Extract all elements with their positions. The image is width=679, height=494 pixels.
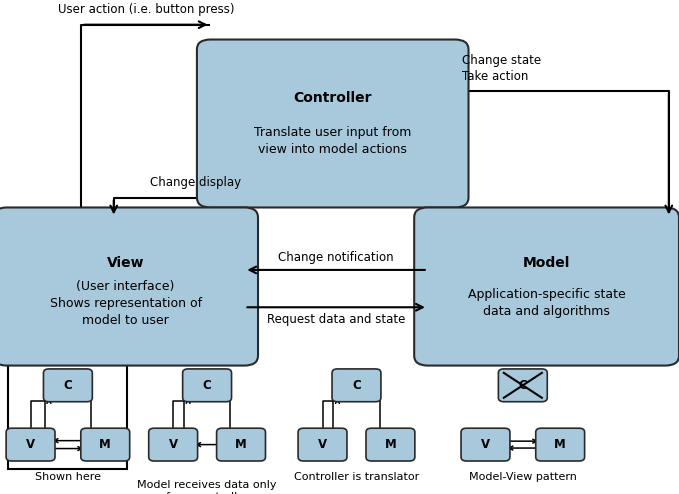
Text: C: C: [352, 379, 361, 392]
Text: Change state
Take action: Change state Take action: [462, 54, 541, 83]
Text: Request data and state: Request data and state: [267, 313, 405, 326]
FancyBboxPatch shape: [197, 40, 469, 207]
FancyBboxPatch shape: [183, 369, 232, 402]
Text: Model-View pattern: Model-View pattern: [469, 472, 576, 482]
Text: M: M: [235, 438, 247, 451]
FancyBboxPatch shape: [298, 428, 347, 461]
Text: Shown here: Shown here: [35, 472, 101, 482]
FancyBboxPatch shape: [149, 428, 198, 461]
Text: Translate user input from
view into model actions: Translate user input from view into mode…: [254, 126, 411, 156]
FancyBboxPatch shape: [43, 369, 92, 402]
FancyBboxPatch shape: [461, 428, 510, 461]
Text: Model receives data only
from controller: Model receives data only from controller: [137, 480, 277, 494]
FancyBboxPatch shape: [332, 369, 381, 402]
Text: User action (i.e. button press): User action (i.e. button press): [58, 3, 234, 16]
FancyBboxPatch shape: [536, 428, 585, 461]
Text: C: C: [64, 379, 72, 392]
Text: View: View: [107, 256, 145, 270]
Text: Change display: Change display: [151, 176, 242, 189]
FancyBboxPatch shape: [414, 207, 679, 366]
Text: M: M: [554, 438, 566, 451]
Text: Application-specific state
data and algorithms: Application-specific state data and algo…: [468, 288, 625, 318]
Text: Change notification: Change notification: [278, 251, 394, 264]
Text: M: M: [99, 438, 111, 451]
Text: V: V: [168, 438, 178, 451]
Text: Model: Model: [523, 256, 570, 270]
FancyBboxPatch shape: [498, 369, 547, 402]
Text: C: C: [203, 379, 211, 392]
Text: Controller: Controller: [293, 91, 372, 105]
Bar: [8, 358, 127, 469]
FancyBboxPatch shape: [81, 428, 130, 461]
Text: C: C: [519, 379, 527, 392]
Text: Controller is translator: Controller is translator: [294, 472, 419, 482]
FancyBboxPatch shape: [0, 207, 258, 366]
FancyBboxPatch shape: [217, 428, 265, 461]
Text: V: V: [481, 438, 490, 451]
Text: M: M: [384, 438, 397, 451]
FancyBboxPatch shape: [366, 428, 415, 461]
Text: V: V: [26, 438, 35, 451]
FancyBboxPatch shape: [6, 428, 55, 461]
Text: (User interface)
Shows representation of
model to user: (User interface) Shows representation of…: [50, 280, 202, 327]
Text: V: V: [318, 438, 327, 451]
